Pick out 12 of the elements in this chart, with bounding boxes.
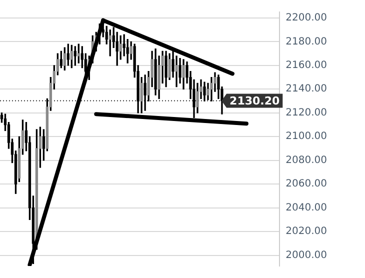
y-tick-label: 2060.00 xyxy=(286,178,328,190)
y-tick-label: 2160.00 xyxy=(286,60,328,72)
y-tick-label: 2140.00 xyxy=(286,84,328,95)
y-tick-label: 2040.00 xyxy=(286,202,328,214)
y-tick-label: 2080.00 xyxy=(286,154,328,166)
y-tick-label: 2020.00 xyxy=(286,226,328,238)
y-tick-label: 2120.00 xyxy=(286,107,328,118)
y-tick-label: 2100.00 xyxy=(286,131,328,142)
y-tick-label: 2000.00 xyxy=(286,250,328,261)
y-tick-label: 2180.00 xyxy=(286,36,328,48)
ref-line-label: 2130.20 xyxy=(230,94,280,108)
y-tick-label: 2200.00 xyxy=(286,12,328,24)
